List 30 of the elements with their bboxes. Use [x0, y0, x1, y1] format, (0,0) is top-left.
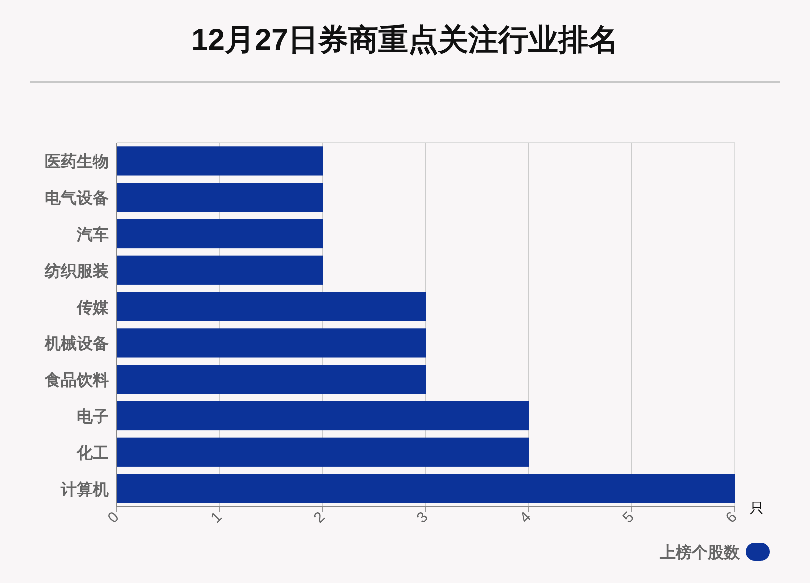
y-tick-label: 机械设备: [44, 335, 109, 354]
x-tick-label: 1: [208, 508, 226, 527]
bar: [117, 474, 735, 504]
x-axis-title: 只: [750, 500, 764, 516]
y-tick-label: 纺织服装: [44, 262, 109, 280]
y-tick-label: 化工: [76, 444, 109, 462]
x-tick-label: 6: [722, 508, 741, 527]
x-tick-label: 4: [516, 508, 535, 527]
bar: [117, 438, 529, 467]
y-tick-label: 电气设备: [45, 190, 109, 208]
legend-label: 上榜个股数: [659, 544, 741, 562]
bar: [117, 365, 426, 394]
bar: [117, 401, 529, 431]
x-tick-label: 5: [620, 508, 638, 527]
y-tick-label: 计算机: [60, 480, 109, 499]
x-tick-label: 3: [414, 508, 432, 527]
x-tick-label: 2: [310, 508, 329, 527]
y-tick-label: 医药生物: [45, 153, 109, 172]
bar: [117, 256, 323, 285]
bar: [117, 183, 323, 212]
bar: [117, 146, 323, 176]
y-tick-label: 电子: [77, 408, 109, 426]
y-tick-label: 食品饮料: [44, 372, 109, 390]
chart-title: 12月27日券商重点关注行业排名: [192, 23, 618, 57]
bar: [117, 328, 426, 358]
x-tick-label: 0: [104, 508, 123, 527]
y-tick-label: 传媒: [76, 298, 110, 317]
bar: [117, 219, 323, 249]
y-tick-label: 汽车: [76, 226, 109, 244]
bar: [117, 292, 426, 322]
